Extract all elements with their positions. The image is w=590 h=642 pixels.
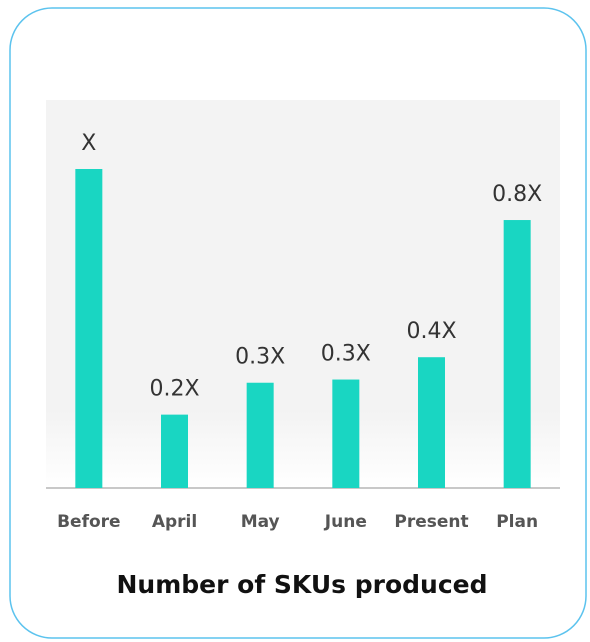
x-tick-label: June — [324, 512, 367, 532]
value-label: 0.3X — [321, 342, 371, 367]
bar — [75, 169, 103, 488]
value-label: X — [81, 131, 96, 156]
x-tick-label: May — [241, 512, 280, 532]
plot-area — [46, 100, 560, 488]
bar — [161, 414, 188, 488]
value-label: 0.8X — [492, 182, 542, 207]
x-tick-label: Plan — [496, 512, 538, 532]
x-tick-label: Present — [394, 512, 468, 532]
value-label: 0.4X — [406, 319, 456, 344]
chart-title: Number of SKUs produced — [117, 570, 488, 599]
bar — [418, 357, 445, 488]
bar — [503, 220, 531, 489]
bar — [246, 382, 274, 488]
value-label: 0.3X — [235, 345, 285, 370]
value-label: 0.2X — [149, 377, 199, 402]
x-tick-label: April — [152, 512, 197, 532]
bar — [332, 379, 360, 488]
x-tick-label: Before — [57, 512, 120, 532]
